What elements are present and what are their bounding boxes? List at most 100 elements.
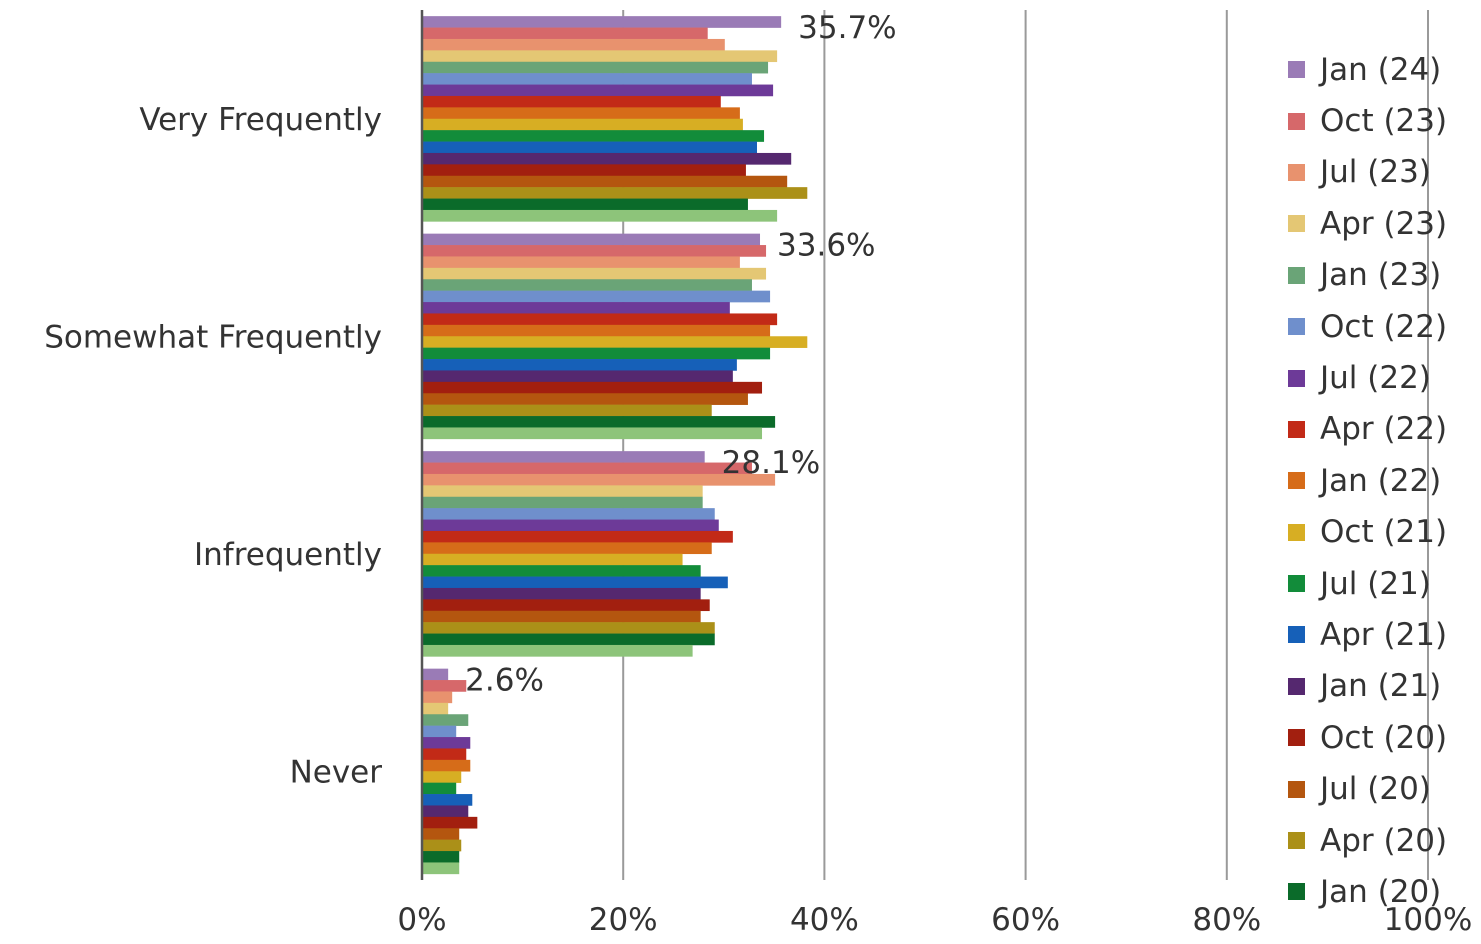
bar xyxy=(422,851,460,863)
bar xyxy=(422,152,792,165)
bar xyxy=(422,175,788,188)
bar xyxy=(422,691,453,704)
legend-item: Jul (23) xyxy=(1288,147,1478,198)
bar xyxy=(422,622,715,634)
bar xyxy=(422,267,767,280)
bar xyxy=(422,324,771,337)
legend-item: Jan (22) xyxy=(1288,455,1478,506)
bar xyxy=(422,302,730,314)
bar xyxy=(422,313,778,326)
x-tick-label: 0% xyxy=(397,902,446,938)
legend-swatch xyxy=(1288,780,1305,798)
bar xyxy=(422,209,778,222)
x-tick-label: 80% xyxy=(1192,902,1261,938)
bar xyxy=(422,862,460,875)
bar xyxy=(422,610,701,623)
bar xyxy=(422,816,478,829)
data-label: 33.6% xyxy=(777,228,875,264)
bar xyxy=(422,233,761,246)
bar xyxy=(422,805,469,818)
legend-label: Jan (21) xyxy=(1320,668,1442,705)
bar xyxy=(422,530,733,543)
legend-label: Oct (22) xyxy=(1320,308,1448,345)
bar xyxy=(422,668,449,681)
legend-label: Jan (23) xyxy=(1320,257,1442,294)
legend-item: Apr (21) xyxy=(1288,609,1478,660)
bar xyxy=(422,725,457,738)
bar xyxy=(422,416,776,428)
legend: Jan (24) Oct (23) Jul (23) Apr (23) Jan (23)… xyxy=(1288,44,1478,918)
legend-item: Apr (23) xyxy=(1288,198,1478,249)
legend-label: Jul (21) xyxy=(1320,565,1431,602)
bar xyxy=(422,107,740,120)
bar xyxy=(422,393,748,405)
legend-swatch xyxy=(1288,163,1305,181)
bar xyxy=(422,496,703,509)
legend-label: Oct (20) xyxy=(1320,719,1448,756)
legend-label: Apr (22) xyxy=(1320,411,1448,448)
data-labels: 35.7% 33.6% 28.1% 2.6% xyxy=(465,10,896,699)
legend-item: Jul (21) xyxy=(1288,558,1478,609)
bar xyxy=(422,748,467,761)
legend-item: Oct (20) xyxy=(1288,712,1478,763)
bar xyxy=(422,702,449,715)
legend-swatch xyxy=(1288,215,1305,233)
data-label: 35.7% xyxy=(798,10,896,46)
legend-item: Jan (20) xyxy=(1288,866,1478,917)
bar xyxy=(422,633,715,646)
bar xyxy=(422,473,776,486)
bar xyxy=(422,61,769,74)
bar xyxy=(422,187,808,199)
x-tick-label: 40% xyxy=(790,902,859,938)
legend-item: Jan (24) xyxy=(1288,44,1478,95)
legend-swatch xyxy=(1288,832,1305,850)
bar xyxy=(422,771,462,783)
legend-item: Jan (23) xyxy=(1288,250,1478,301)
legend-item: Oct (22) xyxy=(1288,301,1478,352)
legend-swatch xyxy=(1288,369,1305,387)
legend-swatch xyxy=(1288,626,1305,644)
bar xyxy=(422,759,471,772)
bar xyxy=(422,587,701,600)
legend-label: Jan (24) xyxy=(1320,51,1442,88)
bar xyxy=(422,370,733,383)
legend-item: Oct (21) xyxy=(1288,507,1478,558)
legend-label: Jul (22) xyxy=(1320,360,1431,397)
bar xyxy=(422,198,748,211)
legend-label: Oct (21) xyxy=(1320,514,1448,551)
x-tick-label: 20% xyxy=(589,902,658,938)
bar xyxy=(422,256,740,269)
legend-swatch xyxy=(1288,112,1305,130)
legend-swatch xyxy=(1288,677,1305,695)
bar xyxy=(422,599,710,612)
legend-item: Jul (22) xyxy=(1288,352,1478,403)
bar xyxy=(422,462,752,475)
legend-label: Apr (23) xyxy=(1320,205,1448,242)
legend-swatch xyxy=(1288,420,1305,438)
bar xyxy=(422,839,462,852)
bar xyxy=(422,16,782,28)
legend-item: Apr (20) xyxy=(1288,815,1478,866)
legend-swatch xyxy=(1288,318,1305,336)
bar xyxy=(422,50,778,63)
bar xyxy=(422,245,767,257)
bar xyxy=(422,485,703,498)
bar xyxy=(422,130,765,142)
bar xyxy=(422,782,457,795)
category-label: Never xyxy=(290,754,383,790)
legend-label: Jul (23) xyxy=(1320,154,1431,191)
bar xyxy=(422,553,683,566)
legend-label: Jan (22) xyxy=(1320,462,1442,499)
legend-swatch xyxy=(1288,729,1305,747)
legend-swatch xyxy=(1288,575,1305,593)
legend-label: Apr (21) xyxy=(1320,616,1448,653)
bar xyxy=(422,290,771,303)
x-tick-label: 60% xyxy=(991,902,1060,938)
legend-swatch xyxy=(1288,266,1305,284)
bar xyxy=(422,451,705,463)
bar xyxy=(422,84,774,97)
bar xyxy=(422,714,469,726)
category-label: Somewhat Frequently xyxy=(44,319,382,355)
legend-item: Oct (23) xyxy=(1288,95,1478,146)
